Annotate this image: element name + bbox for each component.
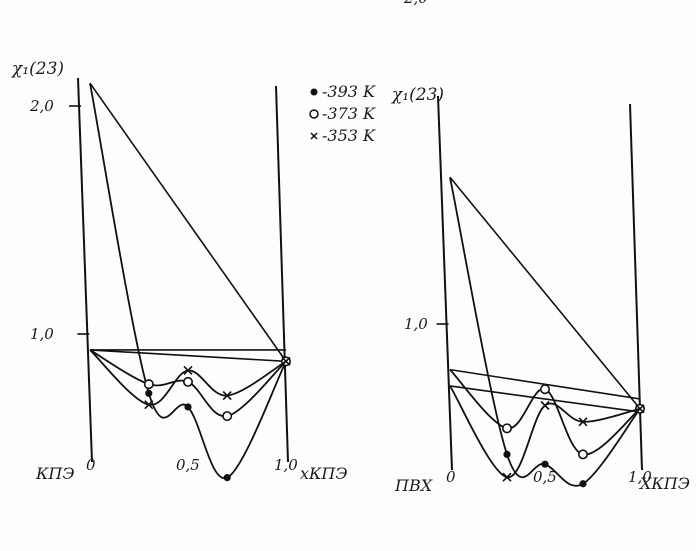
x-tick-label: 0 <box>86 456 96 474</box>
y-tick-label: 1,0 <box>404 315 428 333</box>
point-353k <box>502 472 512 482</box>
cross-stroke <box>635 404 645 414</box>
straight-line-373k <box>89 349 287 363</box>
point-373k <box>577 449 588 460</box>
point-353k <box>183 365 193 376</box>
right-panel: 1,0 2,0 0 0,5 1,0 <box>403 0 652 488</box>
cross-stroke <box>578 417 588 427</box>
x-tick-label: 0 <box>446 468 456 486</box>
straight-line-393k <box>449 176 641 410</box>
legend-dot-marker <box>310 88 318 96</box>
x-tick-label: 0,5 <box>176 456 200 474</box>
x-tick-label: 1,0 <box>274 456 298 474</box>
point-393k <box>503 450 511 458</box>
point-373k <box>539 384 550 395</box>
y-axis-left <box>437 95 453 471</box>
point-393k <box>541 460 549 468</box>
legend: -393 K -373 K -353 K <box>309 82 376 145</box>
legend-cross-marker <box>310 132 318 140</box>
legend-label-373: -373 K <box>322 104 376 123</box>
right-xlabel-left: ПВХ <box>394 476 433 495</box>
point-393k <box>579 480 587 488</box>
x-tick-label: 1,0 <box>628 468 652 486</box>
cross-stroke <box>540 400 550 411</box>
point-353k <box>540 400 550 411</box>
cross-stroke <box>281 356 291 366</box>
y-axis-right <box>275 85 289 463</box>
point-393k <box>184 403 192 411</box>
y-axis-left <box>77 77 93 463</box>
point-373k <box>143 379 154 390</box>
point-353k <box>635 404 645 414</box>
point-393k <box>145 389 153 397</box>
point-353k <box>578 417 588 427</box>
right-xlabel-right: XКПЭ <box>638 474 690 493</box>
cross-stroke <box>222 390 232 401</box>
cross-stroke <box>144 400 154 410</box>
point-373k <box>183 376 194 387</box>
point-353k <box>222 390 232 401</box>
point-373k <box>501 423 512 434</box>
series-line-353k <box>449 385 641 479</box>
point-353k <box>281 356 291 366</box>
right-ylabel: χ₁(23) <box>391 85 444 105</box>
y-tick-label: 2,0 <box>403 0 428 7</box>
left-xlabel-right: xКПЭ <box>300 464 348 483</box>
x-tick-label: 0,5 <box>533 468 557 486</box>
left-xlabel-left: КПЭ <box>35 464 75 483</box>
series-line-393k <box>89 83 287 479</box>
point-373k <box>222 411 233 422</box>
cross-stroke <box>183 365 193 376</box>
straight-line-393k <box>89 82 287 362</box>
legend-label-353: -353 K <box>322 126 376 145</box>
legend-circle-marker <box>309 109 319 119</box>
straight-line-353k <box>449 385 641 413</box>
point-353k <box>144 400 154 410</box>
left-ylabel: χ₁(23) <box>11 59 64 79</box>
series-line-393k <box>449 177 641 487</box>
legend-label-393: -393 K <box>322 82 376 101</box>
cross-stroke <box>502 472 512 482</box>
point-393k <box>223 474 231 482</box>
y-tick-label: 1,0 <box>30 325 54 343</box>
y-tick-label: 2,0 <box>29 97 54 115</box>
left-panel: 1,0 2,0 0 0,5 1,0 <box>29 77 298 482</box>
